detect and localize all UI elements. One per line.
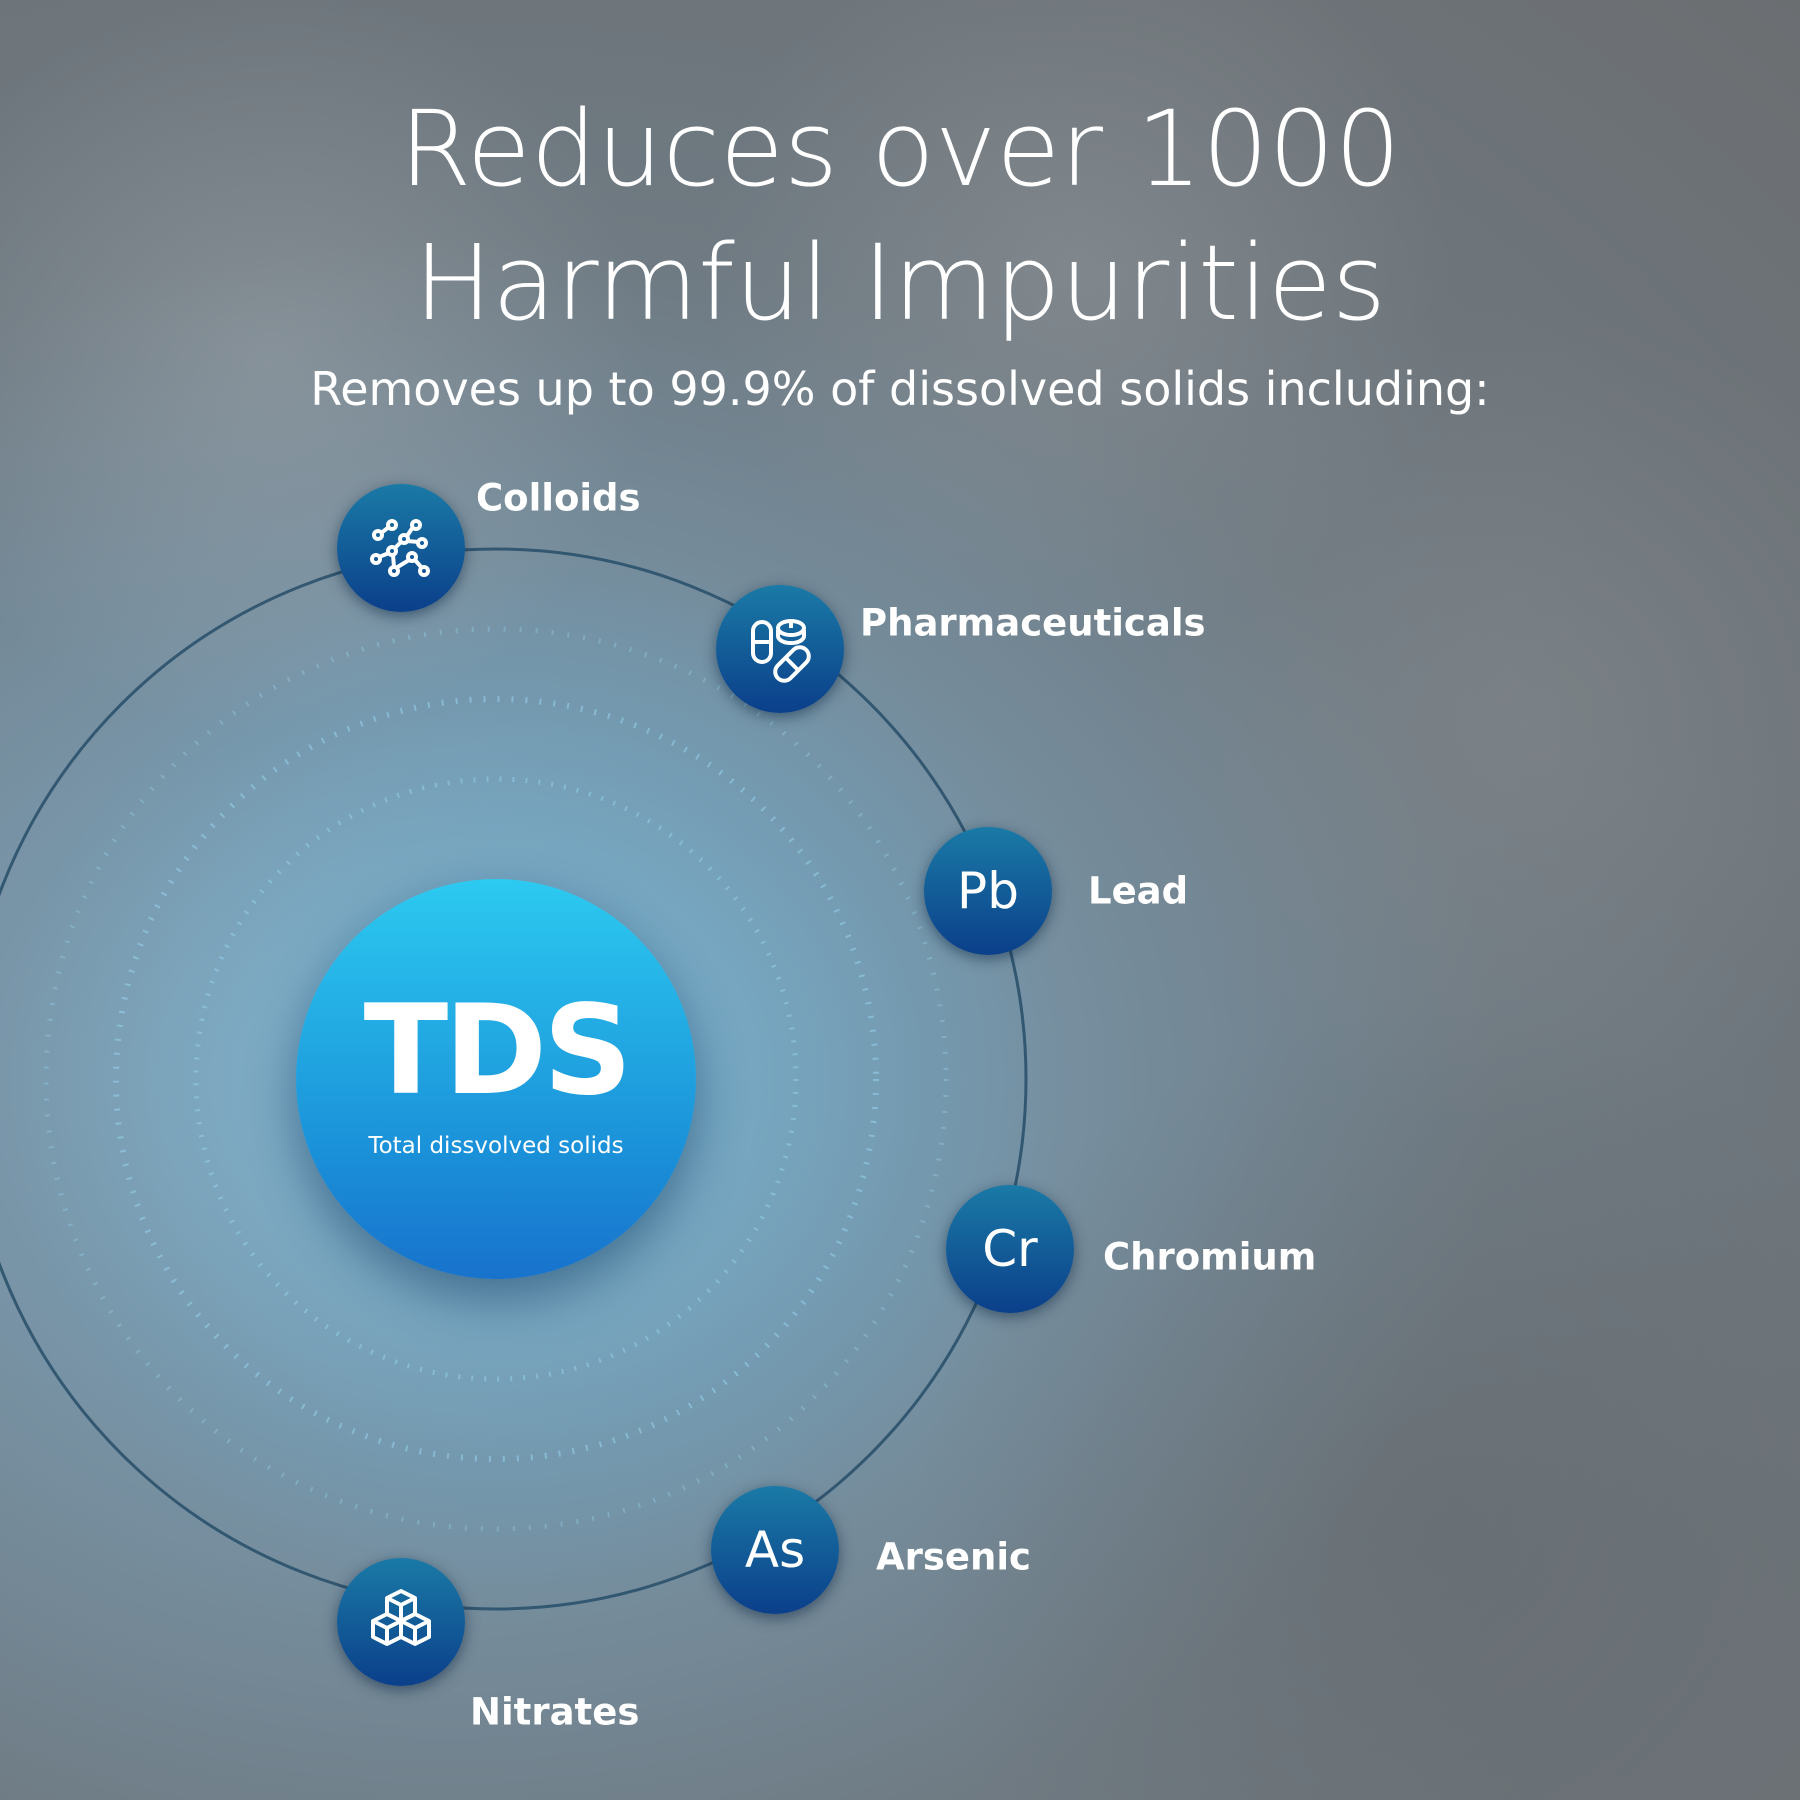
arsenic-label: Arsenic	[876, 1535, 1031, 1579]
headline-line2: Harmful Impurities	[413, 222, 1387, 344]
nitrates-node	[337, 1558, 465, 1686]
lead-symbol: Pb	[957, 862, 1019, 920]
chromium-node: Cr	[946, 1185, 1074, 1313]
tds-subtitle: Total dissvolved solids	[368, 1133, 624, 1159]
arsenic-node: As	[711, 1486, 839, 1614]
tds-center-circle: TDS Total dissvolved solids	[296, 879, 696, 1279]
colloids-node	[337, 484, 465, 612]
headline-line1: Reduces over 1000	[399, 88, 1401, 210]
tds-title: TDS	[363, 979, 633, 1123]
pharmaceuticals-label: Pharmaceuticals	[860, 601, 1206, 645]
colloids-label: Colloids	[476, 476, 641, 520]
nitrates-label: Nitrates	[470, 1690, 640, 1734]
lead-node: Pb	[924, 827, 1052, 955]
pharmaceuticals-node	[716, 585, 844, 713]
chromium-label: Chromium	[1103, 1235, 1317, 1279]
subheadline: Removes up to 99.9% of dissolved solids …	[310, 362, 1490, 416]
molecule-network-icon	[370, 519, 430, 577]
pills-icon	[751, 619, 811, 683]
chromium-symbol: Cr	[982, 1220, 1038, 1278]
lead-label: Lead	[1088, 869, 1189, 913]
arsenic-symbol: As	[744, 1521, 806, 1579]
cubes-icon	[371, 1589, 431, 1646]
